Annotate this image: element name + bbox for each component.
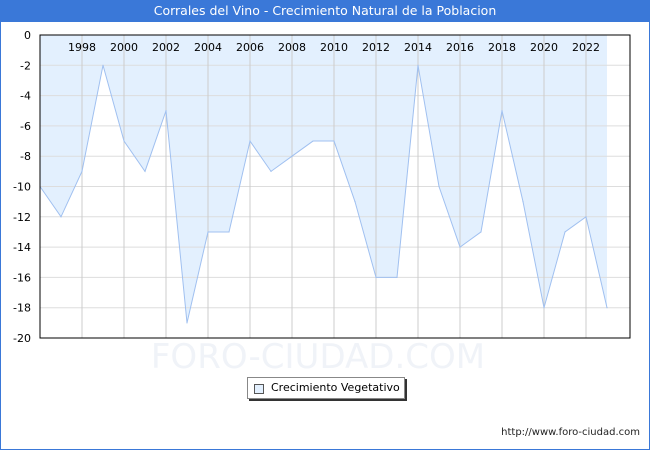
y-tick-label: -6 xyxy=(20,120,31,133)
data-point xyxy=(165,110,167,112)
x-tick-label: 2010 xyxy=(320,41,348,54)
data-point xyxy=(144,170,146,172)
y-tick-label: -18 xyxy=(13,302,31,315)
legend: Crecimiento Vegetativo xyxy=(247,377,405,399)
data-point xyxy=(564,231,566,233)
data-point xyxy=(207,231,209,233)
y-tick-label: -20 xyxy=(13,332,31,345)
data-point xyxy=(354,201,356,203)
x-tick-label: 2006 xyxy=(236,41,264,54)
y-tick-label: 0 xyxy=(24,29,31,42)
data-point xyxy=(81,170,83,172)
x-tick-label: 2014 xyxy=(404,41,432,54)
y-tick-label: -4 xyxy=(20,90,31,103)
y-tick-label: -2 xyxy=(20,59,31,72)
x-tick-label: 2020 xyxy=(530,41,558,54)
data-point xyxy=(522,201,524,203)
data-point xyxy=(228,231,230,233)
data-point xyxy=(270,170,272,172)
x-tick-label: 2022 xyxy=(572,41,600,54)
data-point xyxy=(312,140,314,142)
plot-border xyxy=(39,34,631,339)
x-tick-label: 1998 xyxy=(68,41,96,54)
data-point xyxy=(543,307,545,309)
x-tick-label: 2008 xyxy=(278,41,306,54)
y-tick-label: -10 xyxy=(13,181,31,194)
data-point xyxy=(459,246,461,248)
source-url: http://www.foro-ciudad.com xyxy=(501,427,640,438)
y-tick-label: -16 xyxy=(13,271,31,284)
data-point xyxy=(333,140,335,142)
data-point xyxy=(585,216,587,218)
x-tick-label: 2016 xyxy=(446,41,474,54)
data-point xyxy=(438,185,440,188)
x-tick-label: 2002 xyxy=(152,41,180,54)
y-tick-label: -14 xyxy=(13,241,31,254)
legend-swatch xyxy=(254,384,264,394)
data-point xyxy=(60,216,62,218)
legend-label: Crecimiento Vegetativo xyxy=(271,381,400,394)
data-point xyxy=(501,110,503,112)
data-point xyxy=(186,322,188,324)
data-point xyxy=(249,140,251,142)
chart-title: Corrales del Vino - Crecimiento Natural … xyxy=(0,0,650,22)
data-point xyxy=(396,276,398,278)
series-area xyxy=(40,35,607,323)
x-tick-label: 2004 xyxy=(194,41,222,54)
data-point xyxy=(291,155,293,157)
data-point xyxy=(102,64,104,66)
watermark: FORO-CIUDAD.COM xyxy=(151,337,485,377)
data-point xyxy=(123,140,125,142)
series-line xyxy=(39,65,608,323)
x-tick-label: 2018 xyxy=(488,41,516,54)
data-point xyxy=(417,64,419,66)
x-tick-label: 2012 xyxy=(362,41,390,54)
data-point xyxy=(606,307,608,309)
x-tick-label: 2000 xyxy=(110,41,138,54)
data-point xyxy=(480,231,482,233)
y-tick-label: -12 xyxy=(13,211,31,224)
y-tick-label: -8 xyxy=(20,150,31,163)
data-point xyxy=(375,276,377,278)
